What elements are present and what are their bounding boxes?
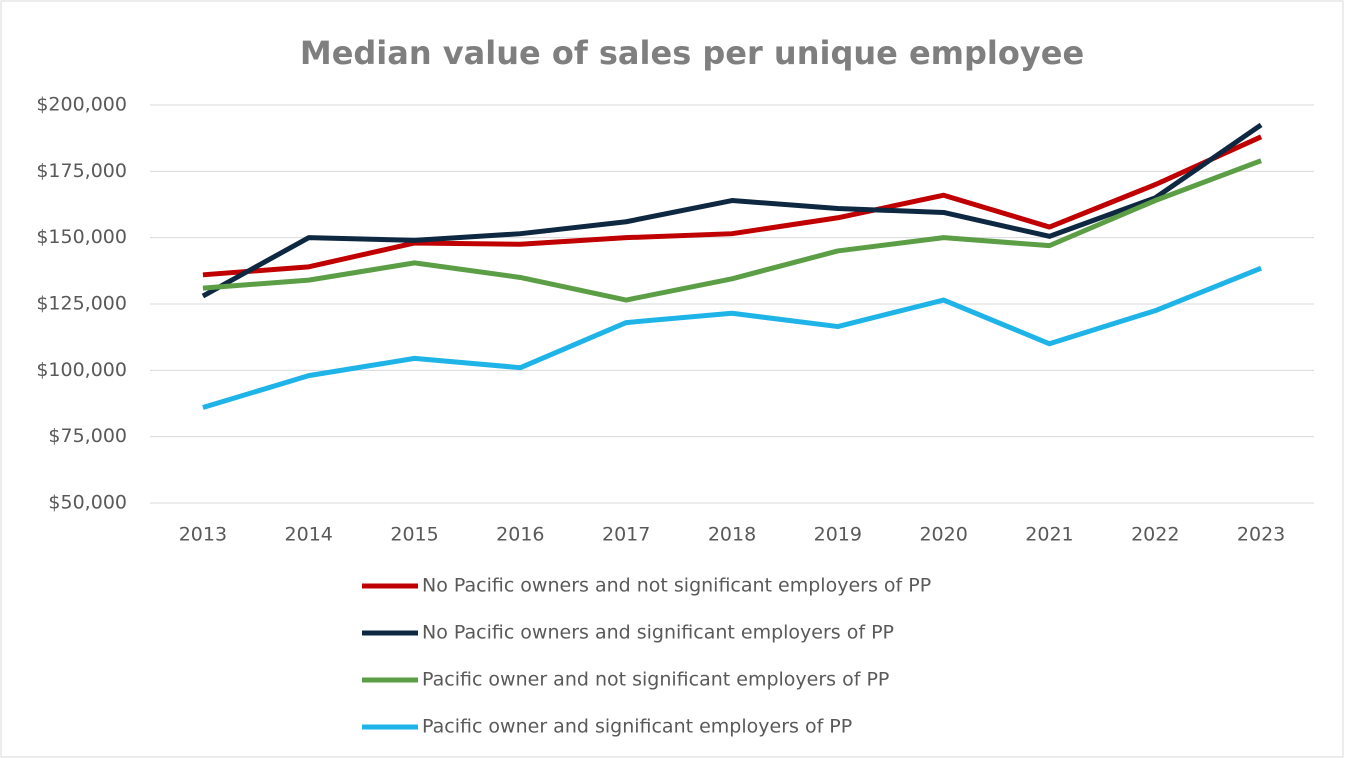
legend-label: Pacific owner and significant employers … xyxy=(422,716,852,738)
x-tick-label: 2019 xyxy=(814,524,862,546)
series-line xyxy=(201,122,1263,299)
legend-label: Pacific owner and not significant employ… xyxy=(422,669,889,691)
x-tick-label: 2021 xyxy=(1025,524,1073,546)
y-tick-label: $50,000 xyxy=(48,492,127,514)
y-tick-label: $200,000 xyxy=(36,94,127,116)
legend-label: No Pacific owners and not significant em… xyxy=(422,575,931,597)
x-tick-label: 2016 xyxy=(496,524,544,546)
x-tick-label: 2013 xyxy=(179,524,227,546)
x-tick-label: 2018 xyxy=(708,524,756,546)
series-line xyxy=(202,265,1263,410)
x-tick-label: 2017 xyxy=(602,524,650,546)
x-tick-label: 2022 xyxy=(1131,524,1179,546)
chart-title: Median value of sales per unique employe… xyxy=(300,34,1084,72)
y-tick-label: $75,000 xyxy=(48,425,127,447)
legend-label: No Pacific owners and significant employ… xyxy=(422,622,894,644)
series-line xyxy=(202,158,1262,303)
y-tick-label: $125,000 xyxy=(36,293,127,315)
x-tick-label: 2014 xyxy=(285,524,333,546)
x-tick-label: 2020 xyxy=(919,524,967,546)
x-tick-label: 2023 xyxy=(1237,524,1285,546)
y-tick-label: $100,000 xyxy=(36,359,127,381)
series-line xyxy=(202,134,1263,278)
y-tick-label: $150,000 xyxy=(36,226,127,248)
x-tick-label: 2015 xyxy=(390,524,438,546)
y-tick-label: $175,000 xyxy=(36,160,127,182)
